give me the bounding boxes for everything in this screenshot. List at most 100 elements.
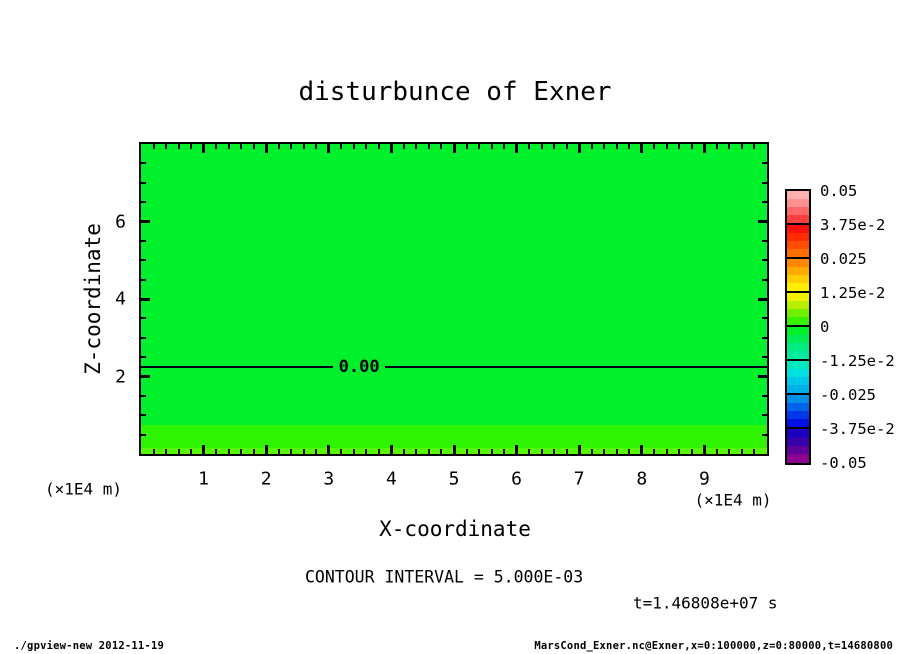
x-axis-tick (753, 144, 756, 149)
z-axis-tick (141, 375, 150, 378)
x-axis-tick (252, 449, 255, 454)
x-axis-tick (389, 144, 393, 153)
x-tick-label: 5 (448, 468, 460, 490)
z-axis-tick (141, 220, 150, 223)
x-axis-tick (615, 449, 618, 454)
time-label: t=1.46808e+07 s (633, 593, 778, 613)
x-axis-tick (465, 144, 468, 149)
colorbar-box (787, 293, 809, 327)
x-axis-tick (302, 144, 305, 149)
plot-area: 0.00 (139, 142, 769, 456)
z-axis-tick (141, 239, 146, 242)
x-axis-tick (753, 449, 756, 454)
z-axis-tick (141, 394, 146, 397)
z-axis-tick (141, 414, 146, 417)
x-axis-tick (290, 449, 293, 454)
x-axis-tick (315, 449, 318, 454)
z-axis-tick (762, 201, 767, 204)
x-axis-tick (440, 449, 443, 454)
x-axis-tick (678, 144, 681, 149)
x-axis-tick (665, 144, 668, 149)
x-axis-tick (603, 449, 606, 454)
x-axis-tick (190, 449, 193, 454)
x-axis-tick (515, 445, 519, 454)
x-axis-tick (740, 144, 743, 149)
z-tick-label: 2 (115, 366, 126, 387)
colorbar (785, 189, 811, 465)
x-axis-tick (728, 144, 731, 149)
x-axis-tick (553, 449, 556, 454)
x-axis-tick (490, 449, 493, 454)
x-tick-label: 3 (323, 468, 335, 490)
colorbar-box (787, 259, 809, 293)
colorbar-tick-label: 0.025 (820, 250, 867, 268)
x-axis-tick (240, 144, 243, 149)
x-axis-tick (565, 144, 568, 149)
x-axis-tick (427, 449, 430, 454)
footer-source: MarsCond_Exner.nc@Exner,x=0:100000,z=0:8… (534, 640, 893, 652)
x-tick-label: 2 (260, 468, 272, 490)
z-axis-tick (141, 259, 146, 262)
colorbar-tick-label: 0.05 (820, 182, 858, 200)
x-axis-tick (653, 449, 656, 454)
x-axis-tick (490, 144, 493, 149)
x-axis-tick (152, 449, 155, 454)
x-axis-tick (402, 144, 405, 149)
contour-label: 0.00 (338, 357, 380, 377)
colorbar-box (787, 395, 809, 429)
contour-interval-note: CONTOUR INTERVAL = 5.000E-03 (305, 567, 584, 587)
x-axis-tick (590, 144, 593, 149)
z-tick-label: 6 (115, 211, 126, 232)
x-axis-tick (452, 445, 456, 454)
x-axis-tick (478, 144, 481, 149)
x-axis-tick (290, 144, 293, 149)
x-axis-tick (690, 449, 693, 454)
x-axis-tick (377, 144, 380, 149)
page-title: disturbunce of Exner (298, 77, 612, 107)
x-axis-tick (415, 449, 418, 454)
contour-line (141, 366, 334, 368)
x-axis-tick (465, 449, 468, 454)
x-tick-label: 7 (573, 468, 585, 490)
x-axis-unit-label: (×1E4 m) (694, 490, 772, 510)
x-axis-tick (302, 449, 305, 454)
x-axis-tick (352, 449, 355, 454)
x-axis-tick (377, 449, 380, 454)
x-axis-tick (352, 144, 355, 149)
x-axis-tick (165, 144, 168, 149)
z-axis-tick (758, 375, 767, 378)
z-axis-tick (141, 162, 146, 165)
x-axis-tick (415, 144, 418, 149)
x-axis-tick (252, 144, 255, 149)
x-axis-tick (728, 449, 731, 454)
x-axis-tick (590, 449, 593, 454)
x-axis-tick (640, 144, 644, 153)
z-axis-tick (762, 162, 767, 165)
x-axis-tick (615, 144, 618, 149)
x-axis-tick (528, 144, 531, 149)
x-axis-tick (277, 449, 280, 454)
x-axis-tick (202, 445, 206, 454)
colorbar-tick-label: -0.05 (820, 454, 867, 472)
z-axis-tick (141, 181, 146, 184)
x-axis-tick (340, 144, 343, 149)
colorbar-box (787, 429, 809, 463)
x-axis-tick (628, 449, 631, 454)
z-axis-tick (141, 336, 146, 339)
colorbar-tick-label: -3.75e-2 (820, 420, 895, 438)
x-axis-tick (365, 449, 368, 454)
x-axis-tick (702, 445, 706, 454)
x-axis-tick (227, 449, 230, 454)
x-axis-tick (165, 449, 168, 454)
x-axis-tick (577, 445, 581, 454)
x-axis-tick (528, 449, 531, 454)
z-axis-tick (762, 394, 767, 397)
x-axis-title: X-coordinate (379, 517, 531, 541)
x-axis-tick (264, 445, 268, 454)
x-axis-tick (577, 144, 581, 153)
x-tick-label: 6 (511, 468, 523, 490)
z-axis-tick (141, 278, 146, 281)
x-axis-tick (678, 449, 681, 454)
x-axis-tick (715, 449, 718, 454)
colorbar-tick-label: 3.75e-2 (820, 216, 886, 234)
